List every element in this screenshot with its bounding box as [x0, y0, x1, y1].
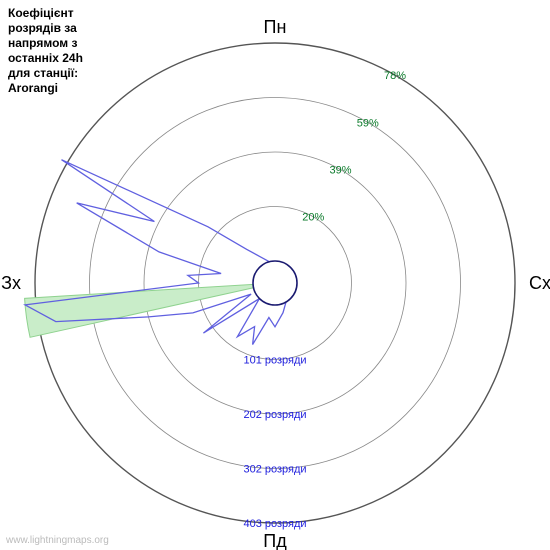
discharge-label-1: 101 розряди	[243, 355, 306, 367]
discharge-label-2: 202 розряди	[243, 409, 306, 421]
percent-label-4: 78%	[384, 70, 406, 82]
percent-label-2: 39%	[329, 165, 351, 177]
percent-label-3: 59%	[357, 117, 379, 129]
cardinal-e: Сх	[529, 273, 550, 293]
polar-chart: 20% 39% 59% 78% 101 розряди 202 розряди 302 ро…	[0, 0, 550, 550]
center-ring	[253, 261, 297, 305]
percent-label-1: 20%	[302, 212, 324, 224]
cardinal-n: Пн	[264, 17, 287, 37]
discharge-label-3: 302 розряди	[243, 464, 306, 476]
cardinal-w: Зх	[1, 273, 21, 293]
discharge-label-4: 403 розряди	[243, 518, 306, 530]
cardinal-s: Пд	[263, 531, 287, 550]
direction-wedge	[25, 284, 254, 337]
